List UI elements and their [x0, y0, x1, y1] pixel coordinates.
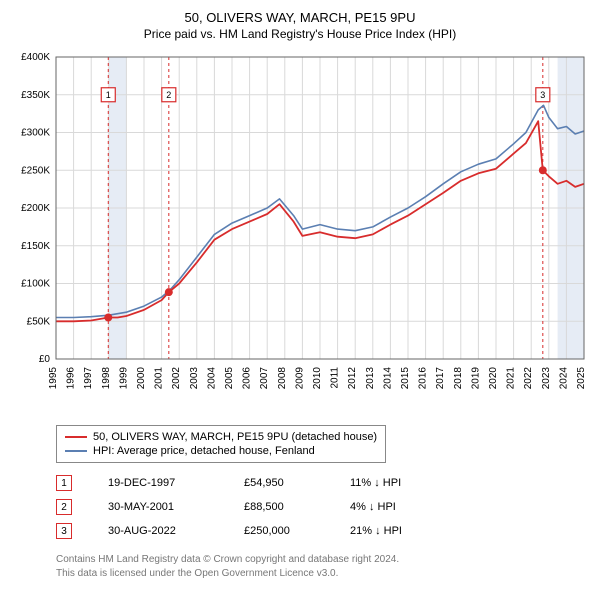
svg-text:2017: 2017	[435, 367, 446, 390]
svg-text:2009: 2009	[294, 367, 305, 390]
svg-text:2018: 2018	[453, 367, 464, 390]
svg-text:2001: 2001	[154, 367, 165, 390]
legend-label: 50, OLIVERS WAY, MARCH, PE15 9PU (detach…	[93, 431, 377, 443]
chart-subtitle: Price paid vs. HM Land Registry's House …	[8, 27, 592, 41]
svg-text:2005: 2005	[224, 367, 235, 390]
legend-swatch	[65, 450, 87, 452]
svg-text:2013: 2013	[365, 367, 376, 390]
svg-text:£100K: £100K	[21, 279, 50, 290]
chart-area: £0 £50K £100K £150K £200K £250K £300K £350K £400…	[8, 49, 592, 419]
svg-text:£50K: £50K	[27, 316, 51, 327]
chart-container: 50, OLIVERS WAY, MARCH, PE15 9PU Price p…	[0, 0, 600, 590]
marker-price: £250,000	[244, 525, 314, 537]
marker-hpi: 11% ↓ HPI	[350, 477, 430, 489]
svg-text:£200K: £200K	[21, 203, 50, 214]
svg-text:2000: 2000	[136, 367, 147, 390]
chart-title: 50, OLIVERS WAY, MARCH, PE15 9PU	[8, 10, 592, 25]
svg-text:£400K: £400K	[21, 52, 50, 63]
svg-text:2008: 2008	[277, 367, 288, 390]
svg-text:2016: 2016	[418, 367, 429, 390]
svg-text:1996: 1996	[66, 367, 77, 390]
marker-row: 2 30-MAY-2001 £88,500 4% ↓ HPI	[56, 495, 592, 519]
svg-text:£0: £0	[39, 354, 51, 365]
svg-text:2007: 2007	[259, 367, 270, 390]
marker-price: £88,500	[244, 501, 314, 513]
marker-row: 1 19-DEC-1997 £54,950 11% ↓ HPI	[56, 471, 592, 495]
svg-text:2024: 2024	[558, 367, 569, 390]
svg-text:2020: 2020	[488, 367, 499, 390]
svg-text:2022: 2022	[523, 367, 534, 390]
legend-swatch	[65, 436, 87, 438]
svg-text:2012: 2012	[347, 367, 358, 390]
marker-date: 19-DEC-1997	[108, 477, 208, 489]
svg-text:2021: 2021	[506, 367, 517, 390]
line-chart-svg: £0 £50K £100K £150K £200K £250K £300K £350K £400…	[8, 49, 592, 419]
svg-text:£150K: £150K	[21, 241, 50, 252]
svg-text:2015: 2015	[400, 367, 411, 390]
svg-text:2003: 2003	[189, 367, 200, 390]
svg-text:2025: 2025	[576, 367, 587, 390]
svg-text:2002: 2002	[171, 367, 182, 390]
marker-price: £54,950	[244, 477, 314, 489]
legend: 50, OLIVERS WAY, MARCH, PE15 9PU (detach…	[56, 425, 386, 463]
svg-text:2014: 2014	[382, 367, 393, 390]
footer-line-1: Contains HM Land Registry data © Crown c…	[56, 553, 592, 567]
svg-text:2: 2	[166, 90, 171, 100]
svg-text:1997: 1997	[83, 367, 94, 390]
svg-text:3: 3	[540, 90, 545, 100]
svg-text:2019: 2019	[470, 367, 481, 390]
svg-text:1995: 1995	[48, 367, 59, 390]
marker-date: 30-MAY-2001	[108, 501, 208, 513]
marker-badge: 1	[56, 475, 72, 491]
marker-badge: 3	[56, 523, 72, 539]
legend-item: HPI: Average price, detached house, Fenl…	[65, 444, 377, 458]
svg-text:2011: 2011	[330, 367, 341, 389]
marker-row: 3 30-AUG-2022 £250,000 21% ↓ HPI	[56, 519, 592, 543]
svg-text:1998: 1998	[101, 367, 112, 390]
svg-text:2004: 2004	[206, 367, 217, 390]
legend-label: HPI: Average price, detached house, Fenl…	[93, 445, 315, 457]
svg-text:2006: 2006	[242, 367, 253, 390]
footer-attribution: Contains HM Land Registry data © Crown c…	[56, 553, 592, 580]
svg-text:£300K: £300K	[21, 128, 50, 139]
svg-text:1999: 1999	[118, 367, 129, 390]
svg-text:1: 1	[106, 90, 111, 100]
footer-line-2: This data is licensed under the Open Gov…	[56, 567, 592, 581]
sale-markers-table: 1 19-DEC-1997 £54,950 11% ↓ HPI 2 30-MAY-2001…	[56, 471, 592, 543]
marker-badge: 2	[56, 499, 72, 515]
svg-text:£350K: £350K	[21, 90, 50, 101]
marker-date: 30-AUG-2022	[108, 525, 208, 537]
legend-item: 50, OLIVERS WAY, MARCH, PE15 9PU (detach…	[65, 430, 377, 444]
marker-hpi: 21% ↓ HPI	[350, 525, 430, 537]
svg-text:2023: 2023	[541, 367, 552, 390]
svg-text:£250K: £250K	[21, 165, 50, 176]
svg-text:2010: 2010	[312, 367, 323, 390]
marker-hpi: 4% ↓ HPI	[350, 501, 430, 513]
